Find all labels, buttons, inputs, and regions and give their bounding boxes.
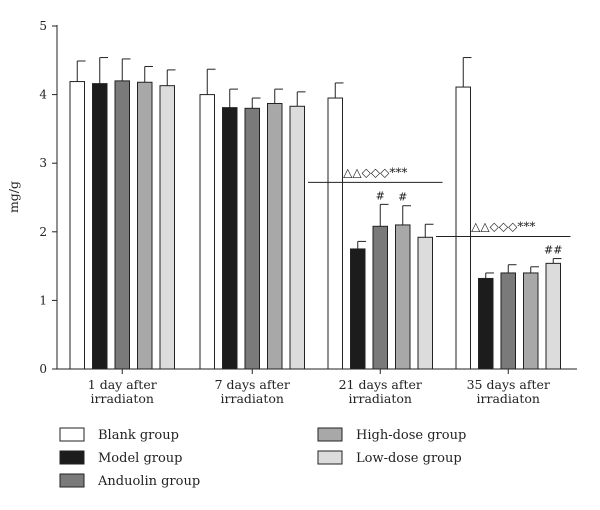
- significance-annotation: △△◇◇◇***: [471, 220, 535, 234]
- bar: [350, 248, 366, 370]
- legend-label: Blank group: [98, 428, 179, 443]
- bar: [478, 277, 494, 370]
- legend-swatch: [317, 427, 343, 442]
- y-axis-label: mg/g: [6, 181, 21, 213]
- bar: [114, 80, 130, 370]
- significance-annotation: △△◇◇◇***: [343, 165, 407, 179]
- bar: [199, 94, 215, 370]
- significance-mark: #: [376, 189, 385, 202]
- legend-swatch: [317, 450, 343, 465]
- x-tick-label: irradiaton: [349, 391, 412, 406]
- bar: [455, 86, 471, 370]
- bar: [267, 103, 283, 370]
- legend-swatch: [59, 427, 85, 442]
- bar: [545, 262, 561, 370]
- x-tick-label: 21 days after: [339, 377, 422, 392]
- legend-label: Low-dose group: [356, 451, 462, 466]
- bar: [395, 224, 411, 370]
- bar: [69, 81, 85, 370]
- bar: [159, 85, 175, 370]
- bar: [372, 225, 388, 370]
- bar: [137, 81, 153, 370]
- bar: [523, 272, 539, 370]
- x-tick-label: irradiaton: [477, 391, 540, 406]
- y-tick-label: 2: [39, 225, 47, 239]
- legend-swatch: [59, 450, 85, 465]
- x-tick-label: 1 day after: [88, 377, 157, 392]
- legend-label: High-dose group: [356, 428, 466, 443]
- x-tick-label: irradiaton: [91, 391, 154, 406]
- legend-label: Anduolin group: [97, 474, 200, 489]
- bar: [327, 97, 343, 370]
- legend-label: Model group: [98, 451, 183, 466]
- bar: [500, 272, 516, 370]
- significance-mark: ##: [544, 244, 562, 257]
- bar: [289, 105, 305, 370]
- significance-mark: #: [398, 191, 407, 204]
- x-tick-label: 35 days after: [467, 377, 550, 392]
- x-tick-label: irradiaton: [221, 391, 284, 406]
- bar: [244, 107, 260, 370]
- y-tick-label: 5: [39, 19, 47, 33]
- bar: [222, 107, 238, 370]
- y-tick-label: 3: [39, 156, 47, 170]
- bar: [92, 83, 108, 370]
- y-tick-label: 0: [39, 362, 47, 376]
- bar: [417, 236, 433, 370]
- y-tick-label: 1: [39, 293, 47, 307]
- legend-swatch: [59, 473, 85, 488]
- x-tick-label: 7 days after: [215, 377, 290, 392]
- y-tick-label: 4: [39, 88, 47, 102]
